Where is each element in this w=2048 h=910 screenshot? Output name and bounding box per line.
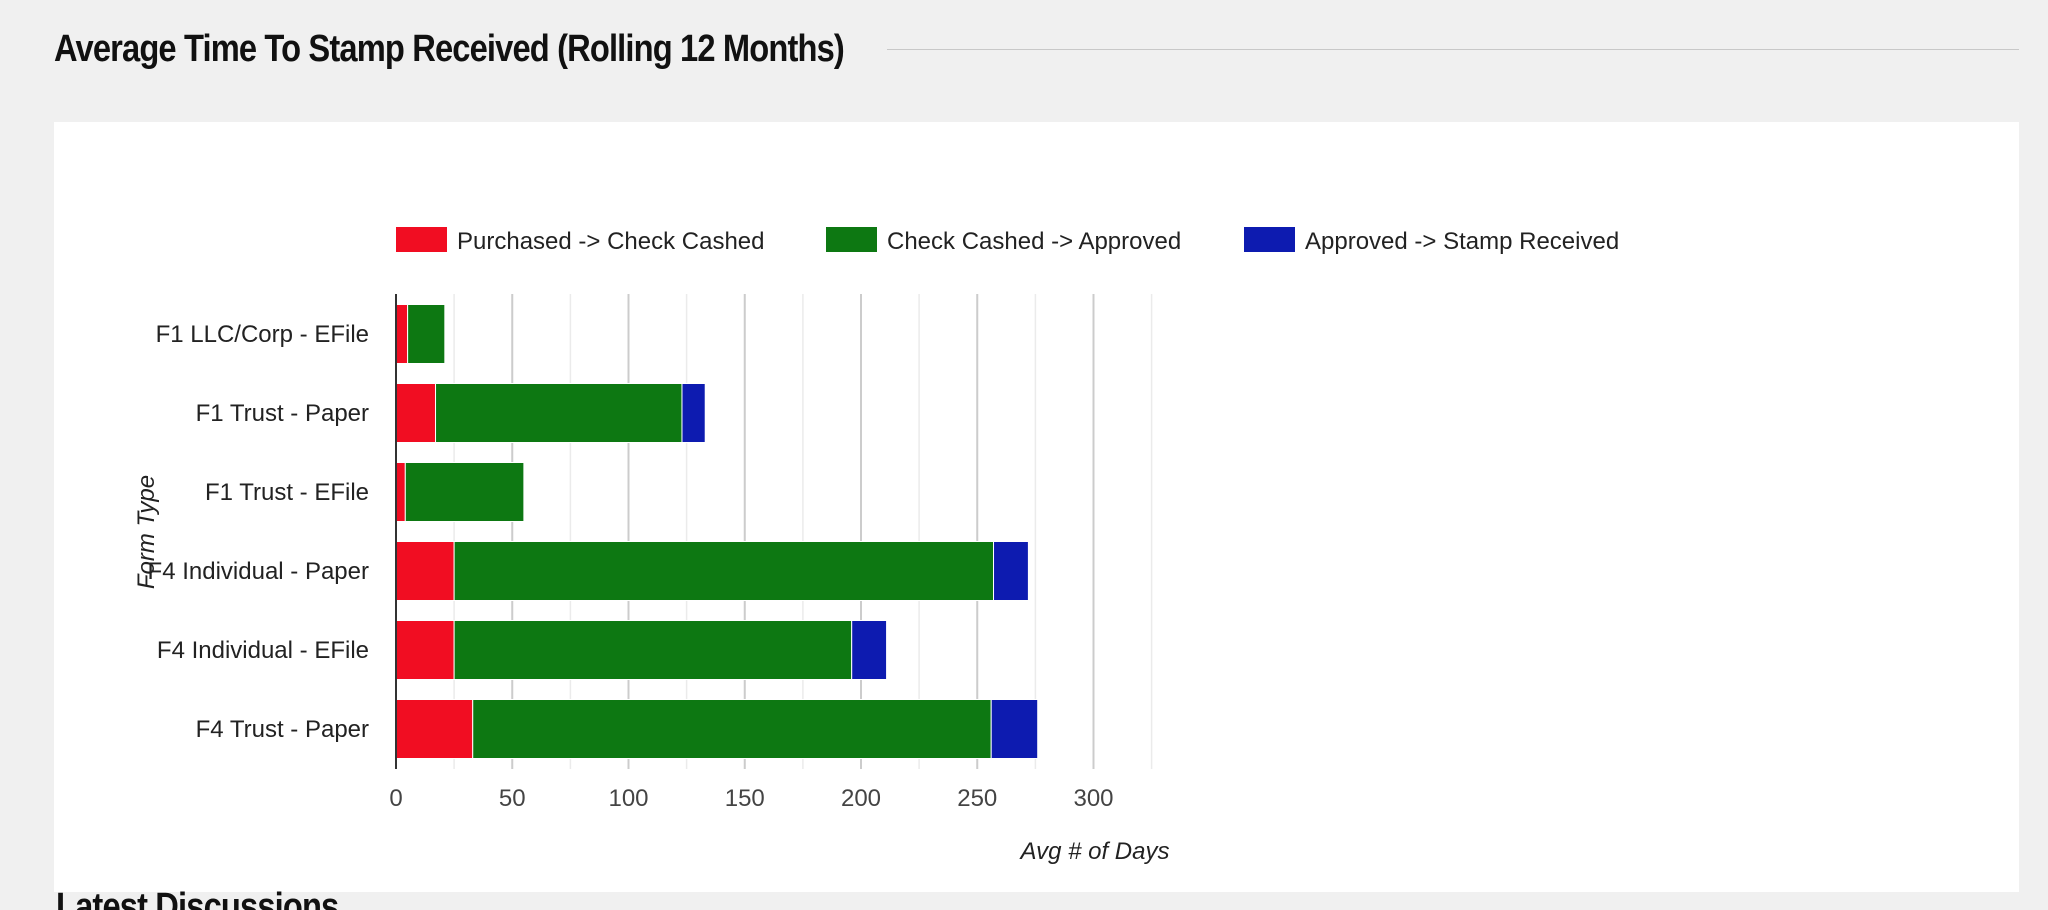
category-label: F1 Trust - Paper — [196, 400, 369, 427]
x-tick-label: 200 — [841, 785, 881, 812]
x-tick-label: 150 — [725, 785, 765, 812]
x-tick-label: 50 — [499, 785, 526, 812]
category-label: F4 Individual - Paper — [148, 558, 369, 585]
category-label: F4 Individual - EFile — [157, 637, 369, 664]
legend-swatch — [1244, 227, 1295, 252]
x-tick-label: 300 — [1073, 785, 1113, 812]
latest-discussions-heading: Latest Discussions — [56, 886, 339, 910]
bar-segment — [993, 541, 1029, 601]
legend-label: Approved -> Stamp Received — [1305, 228, 1619, 255]
legend: Purchased -> Check Cashed Check Cashed ->… — [396, 227, 1619, 255]
bar-segment — [453, 620, 853, 680]
bar-segment — [395, 699, 474, 759]
category-label: F1 Trust - EFile — [205, 479, 369, 506]
legend-swatch — [826, 227, 877, 252]
category-label: F1 LLC/Corp - EFile — [156, 321, 369, 348]
section-divider — [886, 49, 2019, 50]
bar-segment — [472, 699, 992, 759]
bar-segment — [435, 383, 683, 443]
x-tick-label: 0 — [389, 785, 402, 812]
bar-segment — [395, 541, 455, 601]
bar-segment — [681, 383, 706, 443]
x-tick-label: 100 — [608, 785, 648, 812]
bar-segment — [395, 462, 406, 522]
axes: F1 LLC/Corp - EFile F1 Trust - Paper F1 Tr… — [148, 294, 1114, 812]
bar-segment — [404, 462, 525, 522]
x-tick-label: 250 — [957, 785, 997, 812]
y-axis-title: Form Type — [133, 475, 160, 589]
bar-segment — [990, 699, 1039, 759]
legend-label: Check Cashed -> Approved — [887, 228, 1181, 255]
legend-label: Purchased -> Check Cashed — [457, 228, 765, 255]
bars — [395, 304, 1039, 759]
bar-segment — [395, 304, 409, 364]
bar-segment — [407, 304, 446, 364]
bar-segment — [395, 383, 437, 443]
bar-segment — [851, 620, 888, 680]
category-label: F4 Trust - Paper — [196, 716, 369, 743]
legend-swatch — [396, 227, 447, 252]
stacked-bar-chart: F1 LLC/Corp - EFile F1 Trust - Paper F1 Tr… — [133, 227, 1619, 865]
section-title: Average Time To Stamp Received (Rolling … — [54, 28, 845, 70]
bar-segment — [395, 620, 455, 680]
x-axis-title: Avg # of Days — [1019, 838, 1170, 865]
bar-segment — [453, 541, 995, 601]
section-heading: Average Time To Stamp Received (Rolling … — [54, 28, 2019, 71]
chart-card: F1 LLC/Corp - EFile F1 Trust - Paper F1 Tr… — [54, 122, 2019, 892]
grid — [453, 294, 1153, 769]
